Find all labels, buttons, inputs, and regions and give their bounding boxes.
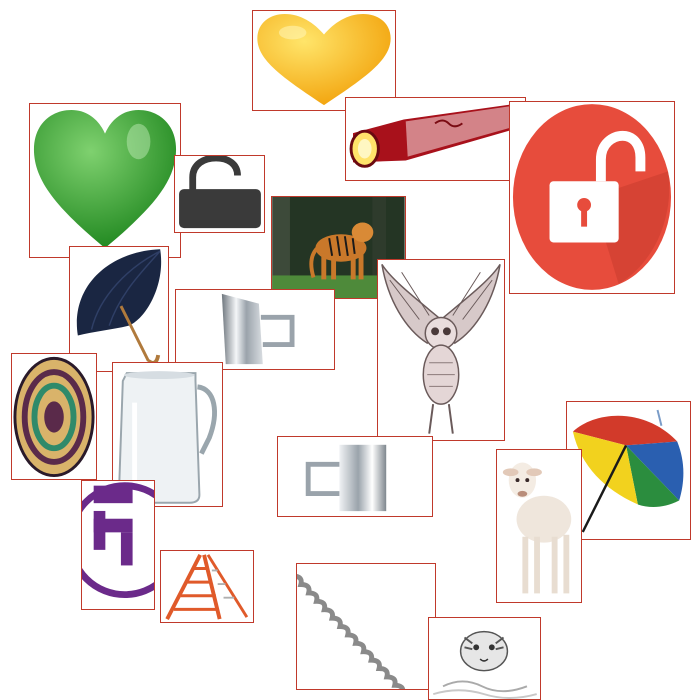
rainbow-umbrella-tile bbox=[566, 401, 691, 540]
tiger-sketch-tile bbox=[428, 617, 541, 700]
tiger-icon bbox=[432, 630, 537, 699]
flashlight-icon bbox=[349, 103, 521, 168]
mug-icon bbox=[305, 444, 387, 512]
padlock-dark-tile bbox=[174, 155, 265, 233]
navy-umbrella-tile bbox=[69, 246, 169, 372]
purple-logo-tile bbox=[81, 480, 155, 610]
woven-basket-tile bbox=[11, 353, 97, 480]
pitcher-icon bbox=[117, 371, 217, 504]
orange-ladder-tile bbox=[160, 550, 254, 623]
open-padlock-icon bbox=[512, 104, 672, 290]
jug-icon bbox=[221, 293, 295, 365]
open-padlock-icon bbox=[179, 156, 261, 229]
lamb-tile bbox=[496, 449, 582, 603]
steel-mug-tile bbox=[277, 436, 433, 517]
red-unlock-circle-tile bbox=[509, 101, 675, 294]
basket-icon bbox=[13, 356, 95, 478]
logo-icon bbox=[82, 482, 154, 599]
ladder-icon bbox=[165, 553, 249, 620]
owl-sketch-tile bbox=[377, 259, 505, 441]
heart-icon bbox=[257, 13, 391, 106]
steel-jug-tile bbox=[175, 289, 335, 370]
umbrella-icon bbox=[572, 409, 684, 533]
yellow-heart-tile bbox=[252, 10, 396, 111]
lamb-icon bbox=[502, 462, 572, 594]
flashlight-tile bbox=[345, 97, 526, 181]
green-heart-tile bbox=[29, 103, 181, 258]
heart-icon bbox=[33, 109, 177, 249]
spring-icon bbox=[297, 573, 435, 689]
spring-coil-tile bbox=[296, 563, 436, 690]
owl-icon bbox=[381, 263, 501, 434]
